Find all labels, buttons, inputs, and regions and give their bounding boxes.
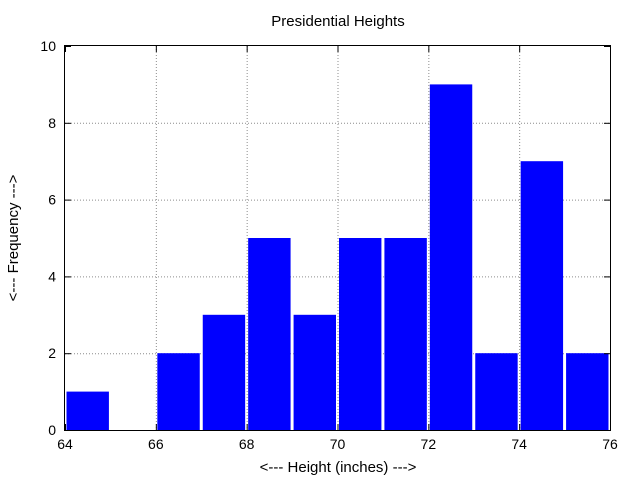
y-tick-label: 10 [40, 38, 56, 54]
histogram-bar [566, 353, 609, 430]
y-tick-label: 8 [48, 115, 56, 131]
plot-frame [64, 45, 611, 431]
x-tick-label: 68 [239, 436, 255, 452]
histogram-bar [202, 314, 246, 430]
y-tick-labels: 0 2 4 6 8 10 [40, 38, 56, 438]
x-tick-label: 74 [511, 436, 527, 452]
x-tick-label: 64 [57, 436, 73, 452]
x-axis-label: <--- Height (inches) ---> [260, 459, 417, 476]
ticks [65, 46, 611, 431]
y-tick-label: 2 [48, 345, 56, 361]
x-tick-label: 72 [421, 436, 437, 452]
grid-lines [65, 46, 610, 430]
histogram-bar [66, 391, 109, 430]
histogram-bar [339, 238, 382, 430]
histogram-bar [520, 161, 564, 430]
y-axis-label: <--- Frequency ---> [5, 174, 22, 301]
x-tick-label: 70 [330, 436, 346, 452]
y-tick-label: 4 [48, 268, 56, 284]
histogram-bar [248, 238, 291, 430]
bars [66, 84, 609, 431]
histogram-bar [475, 353, 518, 430]
x-tick-label: 76 [602, 436, 618, 452]
histogram-bar [429, 84, 473, 431]
histogram-bar [293, 314, 336, 430]
histogram-bar [157, 353, 200, 430]
y-tick-label: 6 [48, 192, 56, 208]
y-tick-label: 0 [48, 422, 56, 438]
x-tick-label: 66 [148, 436, 164, 452]
histogram-bar [384, 238, 427, 430]
chart-title: Presidential Heights [271, 13, 404, 30]
x-tick-labels: 64 66 68 70 72 74 76 [57, 436, 618, 452]
